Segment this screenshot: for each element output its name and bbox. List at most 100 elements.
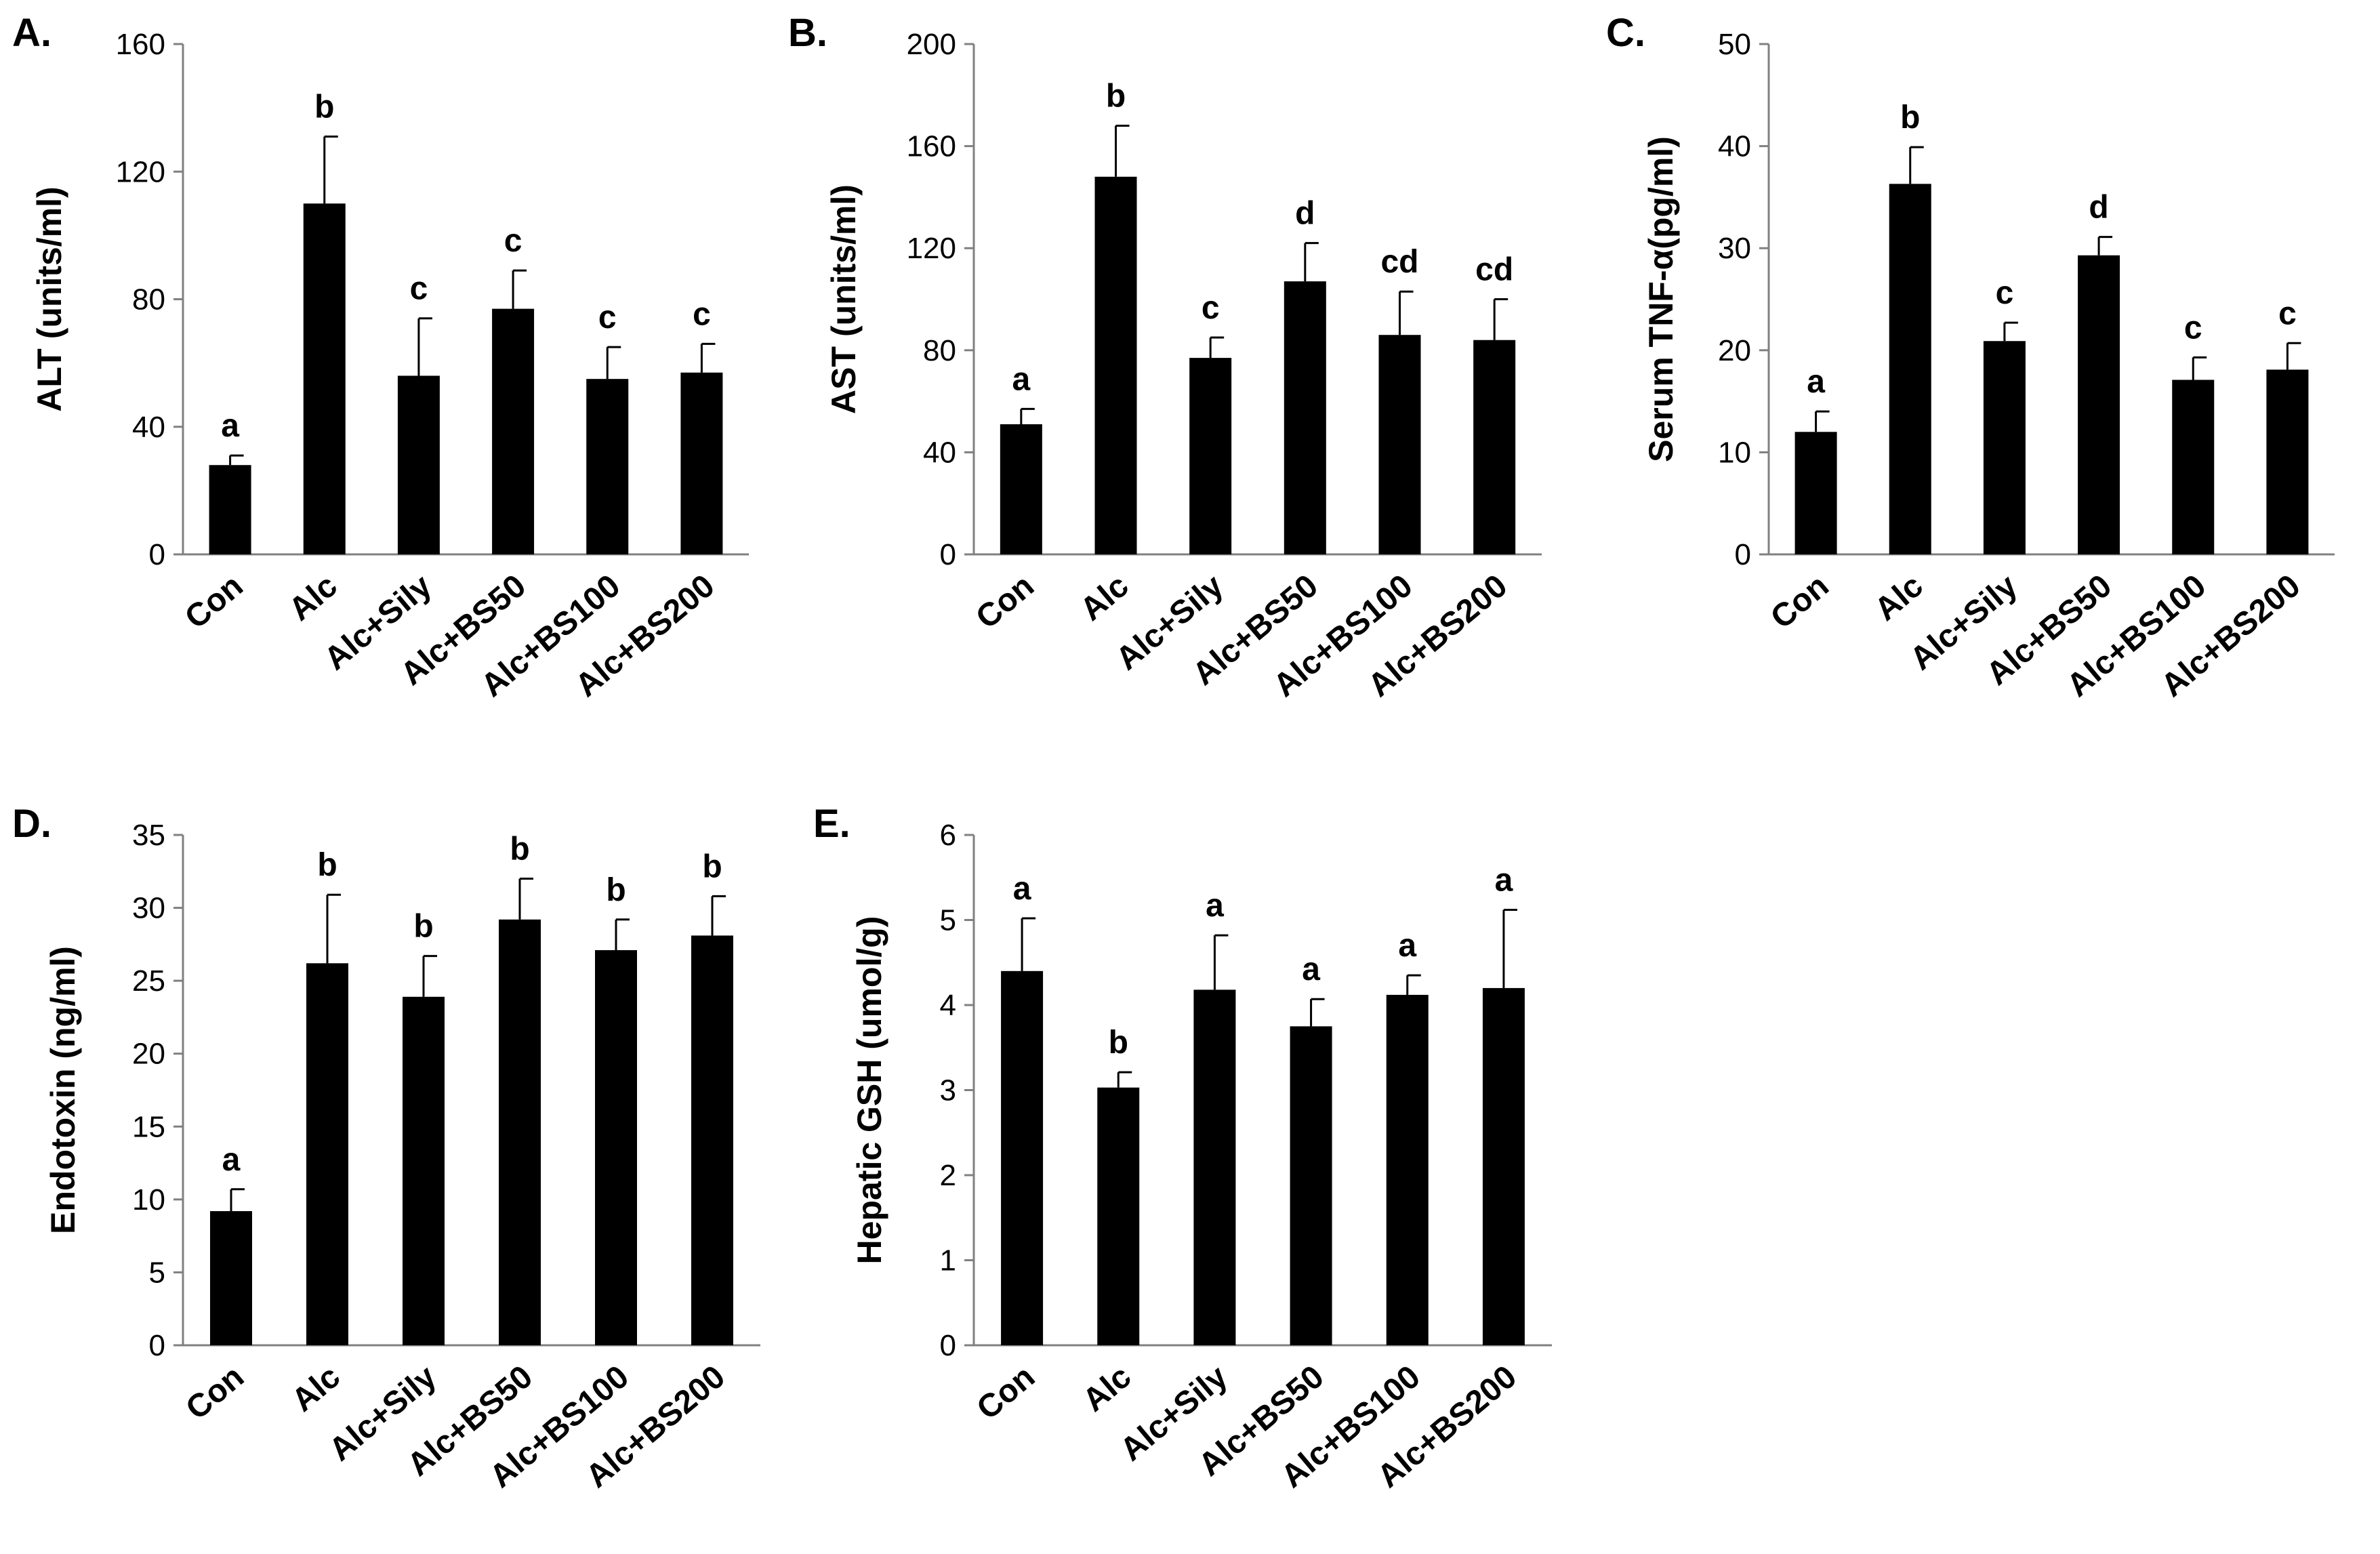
y-tick-label: 80: [132, 283, 165, 316]
bar-alc-bs200: [691, 935, 733, 1345]
chart-panel-d: D. 0 5 10 15 20 25 30 35 Endotoxin (ng/ml) a Con b Al…: [12, 802, 760, 1495]
significance-label: a: [1013, 871, 1031, 907]
y-tick-label: 160: [907, 130, 956, 163]
y-tick-label: 20: [132, 1038, 165, 1071]
bar-alc-sily: [403, 996, 445, 1345]
y-tick-label: 0: [940, 1329, 956, 1362]
significance-label: a: [1206, 888, 1224, 924]
significance-label: b: [510, 832, 529, 867]
bar-alc: [1094, 176, 1137, 554]
significance-label: a: [1302, 952, 1320, 987]
y-tick-label: 0: [149, 1329, 165, 1362]
y-tick-label: 120: [907, 232, 956, 265]
bar-con: [1794, 432, 1837, 554]
significance-label: c: [1202, 290, 1220, 326]
panel-letter: C.: [1606, 11, 1645, 55]
y-tick-label: 20: [1718, 334, 1751, 367]
significance-label: b: [1109, 1025, 1128, 1061]
bar-alc-bs200: [2266, 369, 2309, 554]
significance-label: b: [314, 89, 334, 125]
significance-label: b: [702, 848, 722, 884]
significance-label: a: [1398, 928, 1416, 964]
bar-alc-bs200: [1482, 987, 1525, 1345]
bar-alc-bs50: [1290, 1026, 1332, 1345]
y-tick-label: 160: [116, 28, 165, 61]
bar-alc-sily: [1189, 358, 1232, 554]
significance-label: d: [2089, 190, 2108, 226]
y-tick-label: 5: [149, 1256, 165, 1289]
bar-alc-sily: [397, 375, 440, 554]
significance-label: d: [1295, 196, 1315, 232]
bar-alc-bs200: [680, 372, 723, 554]
y-axis-label: Hepatic GSH (umol/g): [850, 916, 888, 1265]
y-tick-label: 0: [149, 538, 165, 571]
bar-con: [1000, 424, 1042, 554]
significance-label: c: [504, 223, 522, 259]
y-tick-label: 40: [1718, 130, 1751, 163]
significance-label: b: [606, 872, 625, 908]
x-category-label: Alc: [285, 1359, 347, 1419]
x-category-label: Alc: [283, 568, 344, 628]
y-tick-label: 6: [940, 819, 956, 852]
bar-con: [210, 1211, 252, 1345]
significance-label: c: [410, 271, 428, 307]
panel-letter: D.: [12, 802, 52, 846]
y-tick-label: 200: [907, 28, 956, 61]
y-tick-label: 40: [132, 411, 165, 444]
x-category-label: Alc: [1076, 1359, 1138, 1419]
y-tick-label: 30: [1718, 232, 1751, 265]
significance-label: cd: [1475, 252, 1513, 288]
bar-alc: [1889, 184, 1931, 554]
significance-label: c: [1996, 275, 2014, 311]
bar-alc-bs100: [2172, 380, 2215, 554]
y-axis-label: AST (units/ml): [825, 184, 863, 414]
y-tick-label: 0: [940, 538, 956, 571]
bar-alc-bs50: [1284, 281, 1326, 554]
panel-letter: B.: [788, 11, 827, 55]
y-tick-label: 80: [923, 334, 956, 367]
significance-label: a: [221, 408, 239, 444]
x-category-label: Con: [178, 568, 250, 636]
significance-label: c: [693, 296, 711, 332]
bar-alc: [306, 963, 348, 1345]
x-category-label: Alc: [1073, 568, 1135, 628]
y-axis-label: Serum TNF-α(pg/ml): [1642, 136, 1680, 462]
x-category-label: Con: [180, 1359, 251, 1427]
y-tick-label: 0: [1735, 538, 1751, 571]
y-tick-label: 4: [940, 989, 956, 1022]
y-tick-label: 25: [132, 964, 165, 998]
y-tick-label: 5: [940, 904, 956, 937]
x-category-label: Con: [970, 1359, 1042, 1427]
significance-label: b: [317, 847, 337, 883]
panel-letter: E.: [813, 802, 850, 846]
y-tick-label: 30: [132, 892, 165, 925]
y-tick-label: 15: [132, 1110, 165, 1143]
significance-label: b: [1900, 100, 1920, 136]
x-category-label: Con: [1764, 568, 1836, 636]
significance-label: a: [222, 1142, 241, 1178]
x-category-label: Con: [969, 568, 1041, 636]
significance-label: a: [1807, 364, 1825, 400]
y-tick-label: 10: [1718, 436, 1751, 469]
panel-letter: A.: [12, 11, 52, 55]
bar-con: [1001, 970, 1044, 1345]
bar-alc-sily: [1193, 989, 1236, 1345]
bar-alc-bs100: [1386, 994, 1429, 1345]
bar-alc: [303, 203, 346, 554]
y-tick-label: 1: [940, 1244, 956, 1277]
bar-alc-bs50: [499, 919, 541, 1345]
bar-alc-bs100: [586, 379, 629, 554]
bar-con: [209, 465, 251, 554]
bar-alc-bs100: [1378, 335, 1421, 554]
significance-label: c: [598, 300, 617, 335]
significance-label: a: [1012, 361, 1030, 397]
bar-alc-bs100: [595, 949, 637, 1345]
significance-label: cd: [1380, 244, 1418, 280]
significance-label: b: [413, 909, 433, 945]
bar-alc: [1097, 1087, 1140, 1345]
bar-alc-bs200: [1473, 340, 1516, 554]
